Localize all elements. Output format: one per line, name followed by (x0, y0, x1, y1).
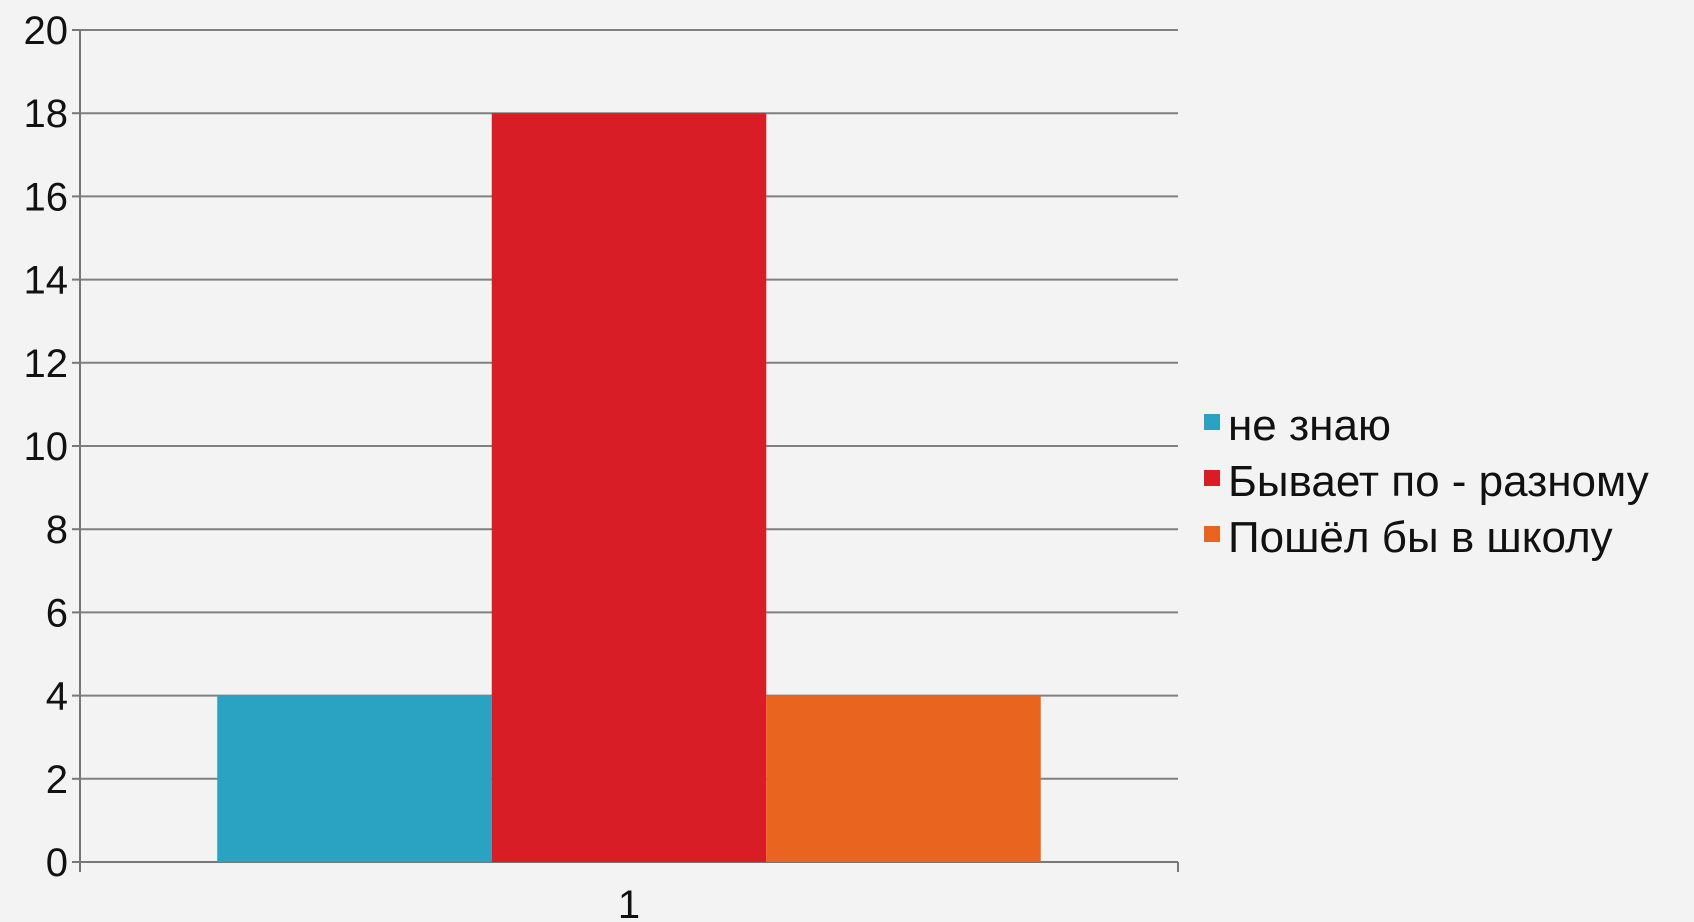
bar (491, 113, 767, 862)
y-tick-label: 10 (24, 425, 69, 469)
y-tick-label: 20 (24, 9, 69, 53)
y-tick-label: 4 (46, 675, 68, 719)
legend-item: не знаю (1204, 401, 1391, 450)
bar (217, 695, 492, 862)
legend-item: Пошёл бы в школу (1204, 513, 1613, 562)
y-tick-label: 12 (24, 342, 69, 386)
legend-label: не знаю (1228, 401, 1391, 450)
y-tick-labels: 0 2 4 6 8 10 12 14 16 18 20 (24, 9, 69, 885)
y-tick-label: 16 (24, 175, 69, 219)
legend-label: Бывает по - разному (1228, 457, 1649, 506)
legend-label: Пошёл бы в школу (1228, 513, 1613, 562)
y-tick-label: 14 (24, 259, 69, 303)
bars (217, 113, 1041, 862)
legend-item: Бывает по - разному (1204, 457, 1649, 506)
legend-swatch (1204, 526, 1220, 542)
y-tick-label: 2 (46, 758, 68, 802)
y-tick-label: 18 (24, 92, 69, 136)
legend: не знаю Бывает по - разному Пошёл бы в шко… (1204, 401, 1649, 562)
x-tick-label: 1 (618, 883, 640, 922)
y-tick-label: 0 (46, 841, 68, 885)
legend-swatch (1204, 470, 1220, 486)
x-tick-labels: 1 (618, 883, 640, 922)
legend-swatch (1204, 414, 1220, 430)
bar (766, 695, 1041, 862)
y-tick-label: 6 (46, 591, 68, 635)
y-tick-label: 8 (46, 508, 68, 552)
